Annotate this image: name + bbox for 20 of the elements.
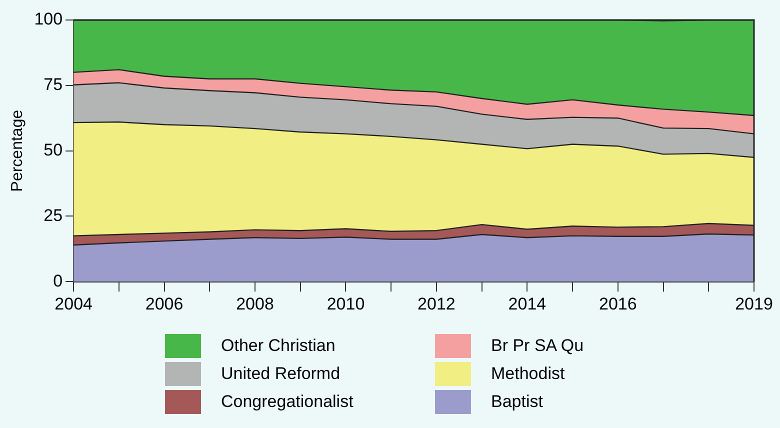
legend-label: Other Christian [221, 336, 336, 356]
legend-label: Methodist [491, 364, 565, 384]
x-tick-label: 2006 [145, 294, 184, 314]
x-tick-label: 2019 [735, 294, 773, 314]
x-tick-label: 2004 [54, 294, 92, 314]
x-tick-label: 2016 [599, 294, 637, 314]
y-tick-label: 75 [44, 75, 63, 94]
legend-label: United Reformd [221, 364, 340, 384]
x-tick-label: 2014 [508, 294, 546, 314]
y-tick-label: 0 [53, 271, 63, 290]
legend-label: Baptist [491, 392, 543, 412]
y-tick-label: 25 [44, 206, 63, 225]
legend-label: Br Pr SA Qu [491, 336, 584, 356]
y-tick-label: 50 [44, 140, 63, 160]
x-tick-label: 2010 [326, 294, 365, 314]
x-tick-label: 2008 [236, 294, 274, 314]
y-axis-title: Percentage [9, 110, 26, 192]
y-tick-label: 100 [34, 10, 63, 29]
legend-label: Congregationalist [221, 392, 354, 412]
x-tick-label: 2012 [418, 294, 456, 314]
